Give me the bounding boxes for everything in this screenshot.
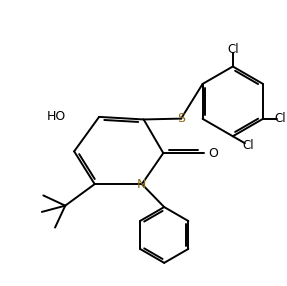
Text: Cl: Cl [227, 43, 238, 56]
Text: N: N [137, 178, 147, 190]
Text: S: S [177, 112, 185, 125]
Text: O: O [208, 147, 218, 160]
Text: Cl: Cl [242, 139, 254, 152]
Text: Cl: Cl [275, 112, 286, 125]
Text: HO: HO [47, 110, 66, 123]
